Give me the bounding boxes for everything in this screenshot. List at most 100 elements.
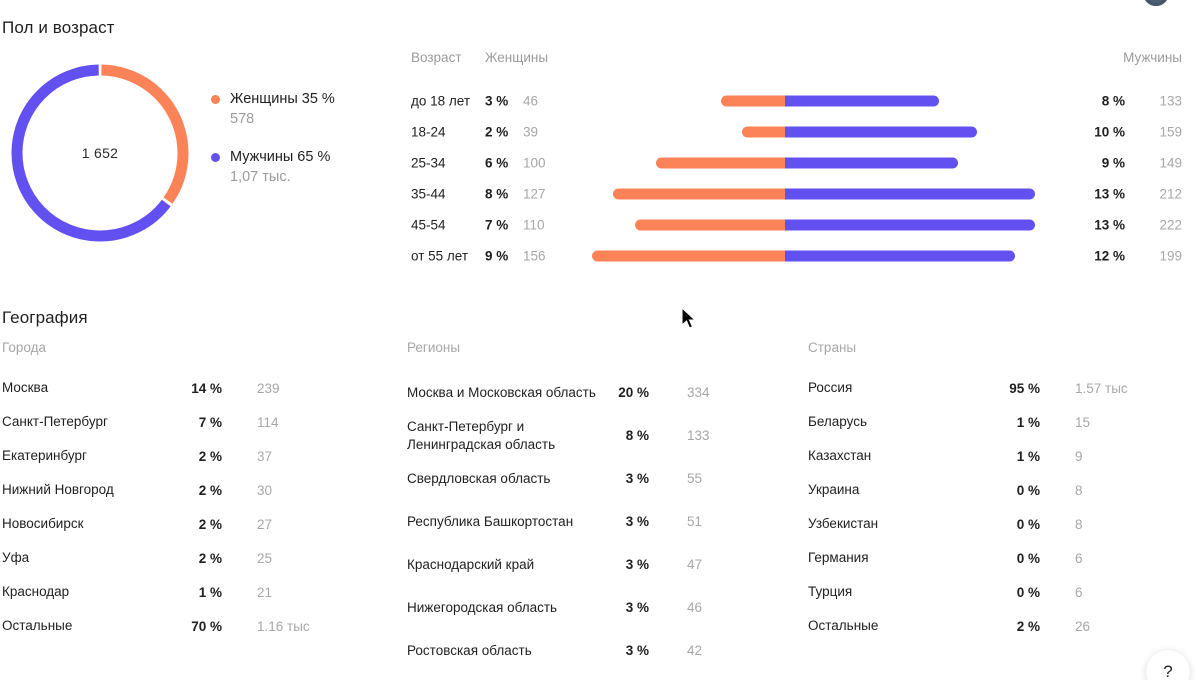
region-name: Краснодарский край <box>407 556 535 572</box>
pyramid-women-value: 127 <box>523 186 546 201</box>
region-name: Ростовская область <box>407 642 532 658</box>
table-row[interactable]: Украина 0 % 8 <box>808 473 1193 507</box>
city-value: 25 <box>257 550 273 566</box>
donut-center-total: 1 652 <box>81 145 119 161</box>
table-row[interactable]: Москва 14 % 239 <box>2 371 394 405</box>
donut-slice-female <box>11 64 189 242</box>
country-percent: 0 % <box>1016 584 1040 600</box>
pyramid-women-percent: 9 % <box>485 248 509 263</box>
table-row[interactable]: Нижний Новгород 2 % 30 <box>2 473 394 507</box>
city-value: 37 <box>257 448 273 464</box>
pyramid-women-percent: 3 % <box>485 93 509 108</box>
region-value: 133 <box>687 428 710 443</box>
table-row[interactable]: Турция 0 % 6 <box>808 575 1193 609</box>
table-row[interactable]: Уфа 2 % 25 <box>2 541 394 575</box>
table-row[interactable]: Остальные57 %944 <box>407 672 799 680</box>
region-percent: 8 % <box>625 428 649 443</box>
city-name: Остальные <box>2 618 73 633</box>
country-percent: 1 % <box>1016 414 1040 430</box>
page-title-gender-age: Пол и возраст <box>2 18 115 37</box>
region-percent: 3 % <box>625 514 649 529</box>
pyramid-women-value: 39 <box>523 124 539 139</box>
table-row[interactable]: Новосибирск 2 % 27 <box>2 507 394 541</box>
country-percent: 0 % <box>1016 482 1040 498</box>
country-percent: 0 % <box>1016 516 1040 532</box>
table-row[interactable]: Остальные 2 % 26 <box>808 609 1193 643</box>
region-name: Москва и Московская область <box>407 384 596 400</box>
legend-value-male: 1,07 тыс. <box>230 169 291 185</box>
pyramid-row[interactable]: 45-54 7 % 110 13 % 222 <box>405 209 1185 240</box>
country-value: 6 <box>1075 550 1083 566</box>
geography-regions-table: Регионы Москва и Московская область 20 % 3… <box>407 340 799 680</box>
pyramid-row[interactable]: 35-44 8 % 127 13 % 212 <box>405 178 1185 209</box>
city-percent: 7 % <box>198 414 222 430</box>
city-name: Краснодар <box>2 584 70 599</box>
gender-donut-chart[interactable]: 1 652 <box>8 58 192 248</box>
table-row[interactable]: Казахстан 1 % 9 <box>808 439 1193 473</box>
country-value: 6 <box>1075 584 1083 600</box>
city-name: Санкт-Петербург <box>2 414 108 429</box>
pyramid-men-percent: 12 % <box>1094 248 1125 263</box>
country-name: Беларусь <box>808 414 868 429</box>
table-row[interactable]: Краснодарский край 3 % 47 <box>407 543 799 586</box>
table-row[interactable]: Нижегородская область 3 % 46 <box>407 586 799 629</box>
country-percent: 1 % <box>1016 448 1040 464</box>
table-row[interactable]: Москва и Московская область 20 % 334 <box>407 371 799 414</box>
user-avatar[interactable] <box>1141 0 1171 8</box>
table-row[interactable]: Узбекистан 0 % 8 <box>808 507 1193 541</box>
pyramid-bar-women <box>742 126 785 137</box>
pyramid-men-value: 212 <box>1159 186 1182 201</box>
pyramid-bar-women <box>613 188 785 199</box>
pyramid-row[interactable]: 18-24 2 % 39 10 % 159 <box>405 116 1185 147</box>
pyramid-header-men: Мужчины <box>1123 50 1182 65</box>
legend-value-female: 578 <box>230 111 255 127</box>
city-percent: 2 % <box>198 550 222 566</box>
table-row[interactable]: Германия 0 % 6 <box>808 541 1193 575</box>
pyramid-men-percent: 8 % <box>1101 93 1125 108</box>
table-row[interactable]: Остальные 70 % 1.16 тыс <box>2 609 394 643</box>
pyramid-bar-women <box>634 219 785 230</box>
table-row[interactable]: Санкт-Петербург и Ленинградская область 8… <box>407 414 799 457</box>
table-row[interactable]: Россия 95 % 1.57 тыс <box>808 371 1193 405</box>
region-name: Нижегородская область <box>407 599 558 615</box>
table-row[interactable]: Свердловская область 3 % 55 <box>407 457 799 500</box>
pyramid-age-label: от 55 лет <box>411 248 469 263</box>
city-value: 239 <box>257 380 280 396</box>
country-value: 8 <box>1075 482 1083 498</box>
pyramid-bar-women <box>591 250 785 261</box>
region-percent: 3 % <box>625 471 649 486</box>
regions-table-header: Регионы <box>407 340 461 355</box>
region-value: 42 <box>687 643 703 658</box>
help-button[interactable]: ? <box>1146 650 1190 680</box>
country-value: 15 <box>1075 414 1091 430</box>
city-percent: 2 % <box>198 482 222 498</box>
city-value: 1.16 тыс <box>257 618 310 634</box>
legend-item-male[interactable]: Мужчины 65 % 1,07 тыс. <box>211 149 335 185</box>
table-row[interactable]: Краснодар 1 % 21 <box>2 575 394 609</box>
pyramid-women-value: 100 <box>523 155 546 170</box>
female-dot-icon <box>211 94 220 104</box>
table-row[interactable]: Республика Башкортостан 3 % 51 <box>407 500 799 543</box>
country-name: Турция <box>808 584 853 599</box>
pyramid-row[interactable]: от 55 лет 9 % 156 12 % 199 <box>405 240 1185 271</box>
pyramid-age-label: 25-34 <box>411 155 446 170</box>
pyramid-row[interactable]: 25-34 6 % 100 9 % 149 <box>405 147 1185 178</box>
country-percent: 0 % <box>1016 550 1040 566</box>
city-percent: 2 % <box>198 516 222 532</box>
table-row[interactable]: Ростовская область 3 % 42 <box>407 629 799 672</box>
table-row[interactable]: Беларусь 1 % 15 <box>808 405 1193 439</box>
pyramid-women-percent: 8 % <box>485 186 509 201</box>
region-value: 55 <box>687 471 703 486</box>
table-row[interactable]: Екатеринбург 2 % 37 <box>2 439 394 473</box>
pyramid-header-age: Возраст <box>411 50 462 65</box>
geography-countries-table: Страны Россия 95 % 1.57 тыс Беларусь 1 % 15 Ка… <box>808 340 1193 643</box>
pyramid-age-label: 18-24 <box>411 124 446 139</box>
region-name: Санкт-Петербург и Ленинградская область <box>407 418 556 452</box>
pyramid-row[interactable]: до 18 лет 3 % 46 8 % 133 <box>405 85 1185 116</box>
pyramid-bar-men <box>785 126 977 137</box>
pyramid-bar-women <box>720 95 785 106</box>
legend-item-female[interactable]: Женщины 35 % 578 <box>211 91 335 127</box>
table-row[interactable]: Санкт-Петербург 7 % 114 <box>2 405 394 439</box>
country-name: Остальные <box>808 618 879 633</box>
